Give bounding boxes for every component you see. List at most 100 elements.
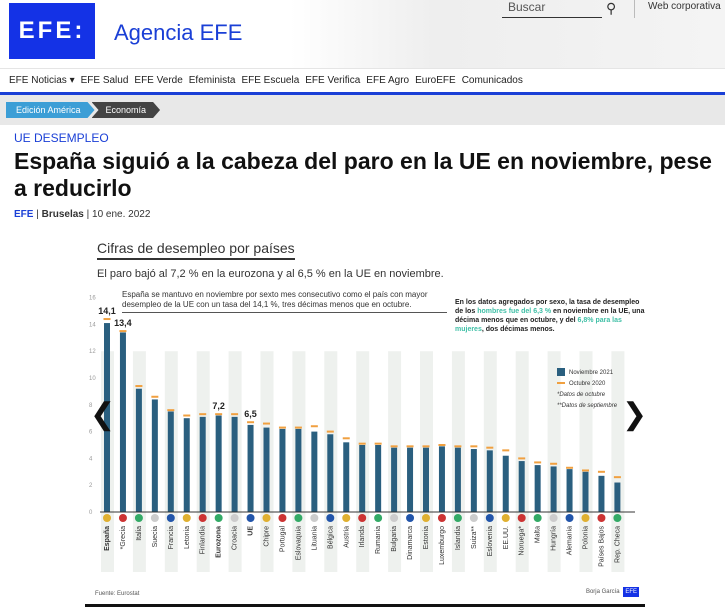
nav-item[interactable]: EuroEFE [415, 75, 456, 86]
marker-oct-2020 [406, 445, 414, 448]
breadcrumb-economia[interactable]: Economía [92, 102, 161, 118]
x-tick-label: UE [248, 526, 255, 536]
bar-nov-2021 [215, 415, 222, 512]
byline-source[interactable]: EFE [14, 209, 34, 220]
flag-icon [437, 514, 446, 522]
bar-nov-2021 [104, 323, 110, 512]
flag-icon [134, 514, 143, 522]
data-label: 6,5 [244, 409, 257, 419]
marker-oct-2020 [294, 426, 302, 429]
nav-item[interactable]: Efeminista [188, 75, 236, 86]
legend-label: Octubre 2020 [569, 381, 606, 387]
nav-item[interactable]: Comunicados [461, 75, 523, 86]
y-tick-label: 8 [89, 403, 93, 409]
x-tick-label: Suecia [152, 526, 159, 548]
x-tick-label: Austria [343, 526, 350, 548]
x-tick-label: Italia [136, 526, 143, 541]
brand-name[interactable]: Agencia EFE [114, 20, 243, 45]
legend: Noviembre 2021 Octubre 2020 *Datos de oc… [557, 368, 617, 412]
y-tick-label: 12 [89, 349, 96, 355]
search-input[interactable]: Buscar [502, 0, 602, 18]
efe-logo[interactable]: EFE: [9, 3, 95, 59]
nav-item[interactable]: EFE Salud [80, 75, 129, 86]
graphic-title: Cifras de desempleo por países [97, 240, 295, 260]
legend-oct: Octubre 2020 [557, 379, 617, 390]
flag-icon [469, 514, 478, 522]
flag-icon [342, 514, 351, 522]
site-header: EFE: Agencia EFE Buscar ⚲ Web corporativ… [0, 0, 725, 68]
note-text: en noviembre en la UE, una décima menos … [455, 308, 645, 324]
marker-oct-2020 [470, 445, 478, 448]
flag-icon [453, 514, 462, 522]
breadcrumb-edicion[interactable]: Edición América [6, 102, 95, 118]
marker-oct-2020 [103, 318, 111, 321]
gender-note: En los datos agregados por sexo, la tasa… [455, 298, 645, 334]
bar-nov-2021 [550, 466, 557, 512]
flag-icon [422, 514, 430, 522]
marker-oct-2020 [613, 476, 621, 479]
marker-oct-2020 [486, 446, 494, 449]
data-label: 13,4 [114, 318, 132, 328]
legend-swatch [557, 368, 565, 377]
marker-oct-2020 [326, 430, 334, 433]
x-tick-label: Rep. Checa [614, 526, 621, 563]
x-tick-label: Irlanda [359, 526, 366, 548]
nav-item[interactable]: EFE Escuela [241, 75, 300, 86]
x-tick-label: Malta [535, 526, 542, 543]
note-women: 6,8% para las mujeres [455, 317, 622, 333]
marker-oct-2020 [167, 409, 175, 412]
x-tick-label: Polonia [583, 526, 590, 549]
x-tick-label: Lituania [311, 526, 318, 551]
breadcrumb: Edición América Economía [0, 95, 725, 125]
byline: EFE | Bruselas | 10 ene. 2022 [14, 209, 151, 220]
nav-item[interactable]: EFE Verde [134, 75, 183, 86]
note-text: , dos décimas menos. [481, 326, 555, 333]
footnote-1: *Datos de octubre [557, 392, 606, 398]
nav-item[interactable]: EFE Noticias ▾ [9, 75, 75, 86]
bar-nov-2021 [311, 431, 318, 512]
y-tick-label: 6 [89, 430, 93, 436]
marker-oct-2020 [582, 469, 589, 472]
marker-oct-2020 [502, 449, 510, 452]
bar-nov-2021 [407, 447, 414, 512]
x-tick-label: Francia [168, 526, 175, 549]
x-tick-label: Hungría [551, 526, 558, 551]
flag-icon [214, 514, 223, 522]
x-tick-label: Letonia [184, 526, 191, 549]
x-tick-label: Luxemburgo [439, 526, 446, 565]
flag-icon [103, 514, 111, 522]
bar-nov-2021 [391, 447, 398, 512]
nav-item[interactable]: EFE Agro [366, 75, 410, 86]
marker-oct-2020 [374, 442, 382, 445]
nav-item[interactable]: EFE Verifica [305, 75, 361, 86]
x-tick-label: Eurozona [216, 526, 223, 558]
x-tick-label: Alemania [567, 526, 574, 555]
article: UE DESEMPLEO España siguió a la cabeza d… [0, 125, 725, 607]
article-kicker[interactable]: UE DESEMPLEO [14, 131, 109, 145]
bar-nov-2021 [375, 445, 382, 512]
x-tick-label: Eslovenia [487, 526, 494, 556]
marker-oct-2020 [247, 421, 255, 424]
divider [85, 604, 645, 607]
bar-nov-2021 [502, 455, 509, 512]
bar-nov-2021 [135, 388, 142, 512]
search-icon[interactable]: ⚲ [606, 0, 617, 16]
marker-oct-2020 [518, 457, 526, 460]
next-arrow-icon[interactable]: ❯ [622, 398, 648, 431]
bar-nov-2021 [518, 461, 525, 512]
flag-icon [150, 514, 159, 522]
web-corporativa-link[interactable]: Web corporativa [648, 1, 721, 12]
bar-nov-2021 [183, 418, 190, 512]
prev-arrow-icon[interactable]: ❮ [90, 398, 116, 431]
unemployment-graphic: 0 2 4 6 8 10 12 14 16 14,1 España 13,4 *Grecia Italia… [85, 232, 645, 607]
flag-icon [485, 514, 494, 522]
x-tick-label: Bulgaria [391, 526, 398, 552]
flag-icon [501, 514, 510, 522]
marker-oct-2020 [422, 445, 430, 448]
x-tick-label: Rumania [375, 526, 382, 554]
bar-nov-2021 [486, 450, 493, 512]
bar-nov-2021 [598, 475, 605, 512]
flag-icon [565, 514, 574, 522]
legend-swatch [557, 382, 565, 385]
bar-nov-2021 [470, 449, 477, 512]
